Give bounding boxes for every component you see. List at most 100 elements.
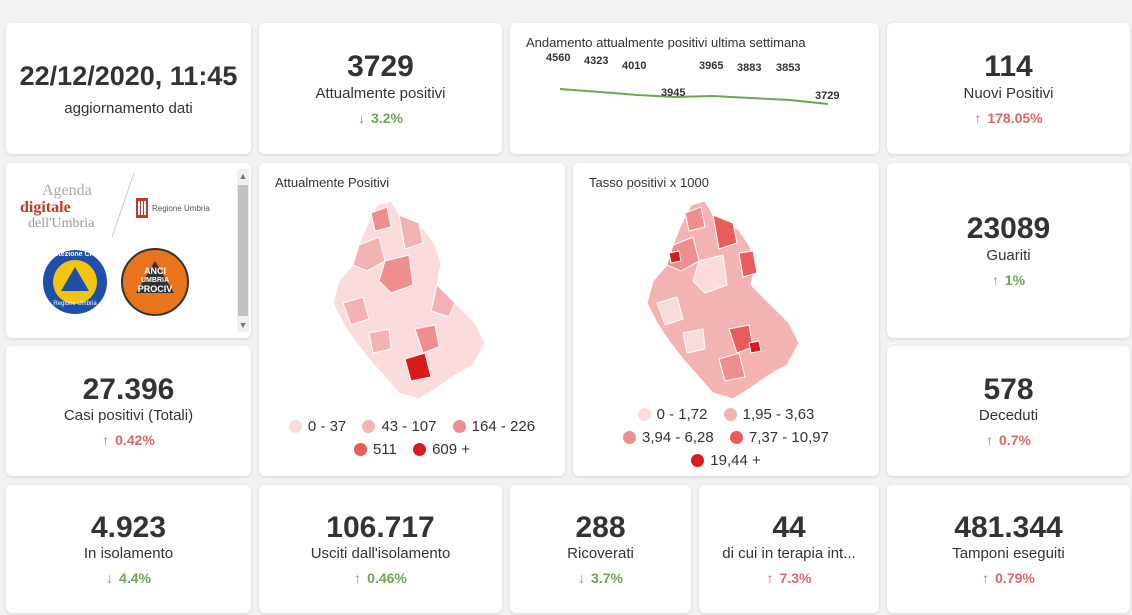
map-tasso-positivi: Tasso positivi x 1000 0 - 1,72 1,95 - 3,… — [573, 163, 879, 476]
kpi-value: 106.717 — [326, 510, 435, 544]
trend-value: 4560 — [546, 52, 571, 64]
legend-item: 609 + — [413, 441, 470, 458]
kpi-delta: ↓ 4.4% — [106, 570, 151, 586]
arrow-up-icon: ↑ — [982, 570, 990, 587]
trend-value: 3965 — [699, 60, 724, 72]
legend-dot — [691, 454, 705, 467]
kpi-label: Nuovi Positivi — [963, 84, 1054, 102]
protezione-civile-logo — [41, 248, 109, 316]
trend-value: 3883 — [737, 62, 762, 74]
kpi-value: 114 — [984, 50, 1033, 84]
map-attualmente-positivi: Attualmente Positivi 0 - 37 43 - 107 164… — [259, 163, 565, 476]
kpi-guariti: 23089 Guariti ↑ 1% — [887, 163, 1130, 338]
legend-item: 19,44 + — [691, 452, 761, 469]
trend-value: 3729 — [815, 90, 840, 102]
legend-dot — [729, 431, 743, 444]
map-title: Attualmente Positivi — [275, 175, 390, 190]
legend-item: 43 - 107 — [362, 418, 437, 435]
legend-item: 0 - 37 — [288, 418, 346, 435]
protezione-text: Protezione Civile — [46, 251, 104, 258]
legend-dot — [353, 443, 367, 456]
trend-title: Andamento attualmente positivi ultima se… — [526, 35, 806, 50]
kpi-isolamento: 4.923 In isolamento ↓ 4.4% — [6, 485, 251, 613]
arrow-up-icon: ↑ — [766, 570, 774, 587]
trend-value: 4323 — [584, 55, 609, 67]
arrow-down-icon: ↓ — [106, 570, 114, 587]
scroll-down-icon[interactable]: ▼ — [238, 320, 248, 330]
logos-card: Agenda digitale dell'Umbria Regione Umbr… — [6, 163, 251, 338]
regione-umbria-logo: Regione Umbria — [136, 198, 210, 218]
kpi-delta: ↑ 0.7% — [986, 432, 1031, 448]
kpi-value: 288 — [575, 510, 626, 544]
trend-card: Andamento attualmente positivi ultima se… — [510, 23, 879, 154]
delta-value: 0.46% — [367, 570, 407, 587]
kpi-nuovi-positivi: 114 Nuovi Positivi ↑ 178.05% — [887, 23, 1130, 154]
legend-item: 7,37 - 10,97 — [729, 429, 829, 446]
kpi-label: Deceduti — [978, 407, 1039, 425]
divider-slash — [111, 172, 135, 238]
regione-emblem-icon — [136, 198, 148, 218]
kpi-delta: ↑ 0.79% — [982, 570, 1035, 586]
delta-value: 0.79% — [995, 570, 1035, 587]
kpi-deceduti: 578 Deceduti ↑ 0.7% — [887, 346, 1130, 476]
umbria-map-positivi[interactable] — [259, 193, 565, 433]
logos-scrollbar[interactable]: ▲ ▼ — [237, 169, 249, 332]
kpi-delta: ↑ 1% — [992, 272, 1025, 288]
kpi-delta: ↑ 0.46% — [354, 570, 407, 586]
logos-area: Agenda digitale dell'Umbria Regione Umbr… — [6, 163, 233, 338]
kpi-casi-totali: 27.396 Casi positivi (Totali) ↑ 0.42% — [6, 346, 251, 476]
kpi-label: Tamponi eseguiti — [952, 545, 1065, 563]
legend-dot — [288, 420, 302, 433]
trend-value: 3853 — [776, 62, 801, 74]
kpi-label: Guariti — [986, 246, 1031, 264]
kpi-label: Ricoverati — [567, 545, 634, 563]
map-legend: 0 - 1,72 1,95 - 3,63 3,94 - 6,28 7,37 - … — [573, 406, 879, 471]
kpi-usciti: 106.717 Usciti dall'isolamento ↑ 0.46% — [259, 485, 502, 613]
trend-value: 4010 — [622, 60, 647, 72]
map-title: Tasso positivi x 1000 — [589, 175, 709, 190]
legend-item: 164 - 226 — [452, 418, 535, 435]
kpi-delta: ↑ 0.42% — [102, 432, 155, 448]
kpi-label: Attualmente positivi — [315, 84, 446, 102]
delta-value: 3.2% — [371, 109, 403, 126]
agenda-digitale-logo: Agenda digitale dell'Umbria — [20, 182, 95, 231]
kpi-label: In isolamento — [83, 545, 174, 563]
anci-prociv-logo — [121, 248, 189, 316]
delta-value: 0.42% — [115, 432, 155, 449]
legend-item: 3,94 - 6,28 — [623, 429, 714, 446]
kpi-terapia-intensiva: 44 di cui in terapia int... ↑ 7.3% — [699, 485, 879, 613]
trend-line — [559, 88, 829, 105]
kpi-value: 4.923 — [90, 510, 167, 544]
delta-value: 4.4% — [119, 570, 151, 587]
legend-dot — [637, 408, 651, 421]
date-card: 22/12/2020, 11:45 aggiornamento dati — [6, 23, 251, 154]
scroll-thumb[interactable] — [238, 185, 248, 316]
kpi-tamponi: 481.344 Tamponi eseguiti ↑ 0.79% — [887, 485, 1130, 613]
map-legend: 0 - 37 43 - 107 164 - 226 511 609 + — [259, 418, 565, 460]
update-label: aggiornamento dati — [64, 99, 193, 117]
legend-dot — [623, 431, 637, 444]
kpi-value: 27.396 — [82, 372, 175, 406]
kpi-delta: ↓ 3.7% — [578, 570, 623, 586]
arrow-down-icon: ↓ — [578, 570, 586, 587]
trend-sparkline — [559, 88, 829, 105]
trend-value: 3945 — [661, 87, 686, 99]
legend-dot — [362, 420, 376, 433]
kpi-delta: ↑ 7.3% — [767, 570, 812, 586]
delta-value: 7.3% — [779, 570, 812, 587]
arrow-up-icon: ↑ — [974, 109, 982, 126]
kpi-value: 44 — [772, 510, 806, 544]
delta-value: 0.7% — [999, 432, 1031, 449]
kpi-ricoverati: 288 Ricoverati ↓ 3.7% — [510, 485, 691, 613]
kpi-value: 481.344 — [954, 510, 1063, 544]
scroll-up-icon[interactable]: ▲ — [238, 171, 248, 181]
delta-value: 178.05% — [987, 109, 1043, 126]
legend-dot — [452, 420, 466, 433]
kpi-attualmente-positivi: 3729 Attualmente positivi ↓ 3.2% — [259, 23, 502, 154]
kpi-delta: ↑ 178.05% — [974, 110, 1042, 126]
umbria-map-tasso[interactable] — [573, 193, 879, 433]
kpi-label: di cui in terapia int... — [722, 545, 856, 563]
delta-value: 1% — [1004, 271, 1026, 288]
kpi-value: 23089 — [966, 212, 1051, 246]
arrow-up-icon: ↑ — [986, 432, 994, 449]
